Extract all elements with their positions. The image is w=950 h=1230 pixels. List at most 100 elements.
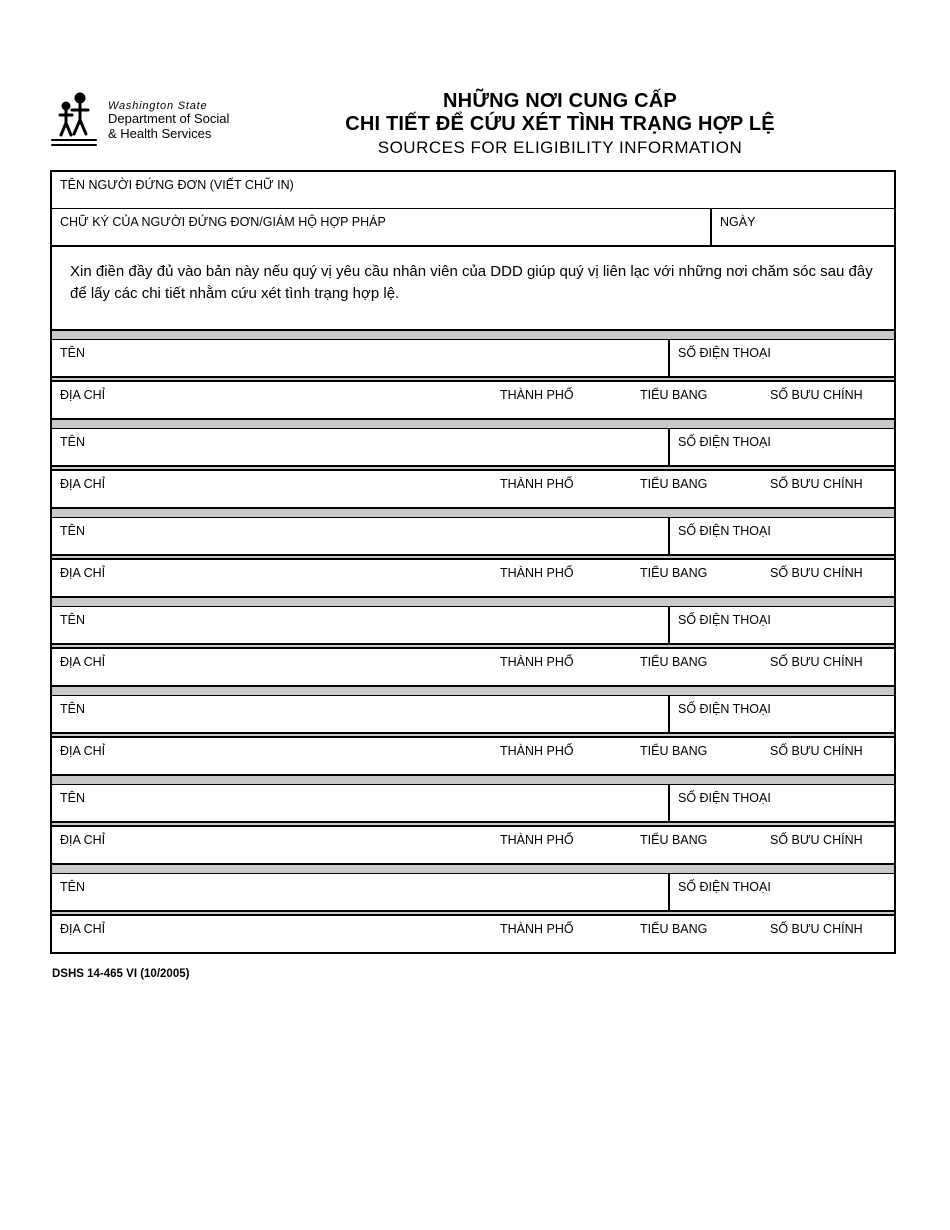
applicant-name-field[interactable]: TÊN NGƯỜI ĐỨNG ĐƠN (VIẾT CHỮ IN) [51, 171, 895, 209]
source-name-field[interactable]: TÊN [51, 607, 669, 644]
source-address-field[interactable]: ĐỊA CHỈTHÀNH PHỐTIỂU BANGSỐ BƯU CHÍNH [51, 737, 895, 775]
source-phone-label: SỐ ĐIỆN THOẠI [678, 346, 771, 360]
source-phone-field[interactable]: SỐ ĐIỆN THOẠI [669, 607, 895, 644]
source-zip-label: SỐ BƯU CHÍNH [770, 566, 886, 580]
source-city-label: THÀNH PHỐ [500, 388, 640, 402]
source-zip-label: SỐ BƯU CHÍNH [770, 922, 886, 936]
form-body: TÊN NGƯỜI ĐỨNG ĐƠN (VIẾT CHỮ IN) CHỮ KÝ … [50, 170, 896, 954]
source-phone-label: SỐ ĐIỆN THOẠI [678, 791, 771, 805]
header: Washington State Department of Social & … [50, 90, 900, 158]
source-name-row: TÊN SỐ ĐIỆN THOẠI [51, 429, 895, 466]
source-name-row: TÊN SỐ ĐIỆN THOẠI [51, 340, 895, 377]
source-address-field[interactable]: ĐỊA CHỈTHÀNH PHỐTIỂU BANGSỐ BƯU CHÍNH [51, 381, 895, 419]
section-separator [51, 775, 895, 785]
source-city-label: THÀNH PHỐ [500, 477, 640, 491]
source-city-label: THÀNH PHỐ [500, 655, 640, 669]
source-name-field[interactable]: TÊN [51, 429, 669, 466]
source-address-label: ĐỊA CHỈ [60, 922, 500, 936]
source-zip-label: SỐ BƯU CHÍNH [770, 744, 886, 758]
agency-logo-block: Washington State Department of Social & … [50, 90, 280, 152]
signature-label: CHỮ KÝ CỦA NGƯỜI ĐỨNG ĐƠN/GIÁM HỘ HỢP PH… [60, 215, 386, 229]
source-name-label: TÊN [60, 702, 85, 716]
section-separator [51, 864, 895, 874]
section-separator [51, 508, 895, 518]
source-address-field[interactable]: ĐỊA CHỈTHÀNH PHỐTIỂU BANGSỐ BƯU CHÍNH [51, 826, 895, 864]
source-name-field[interactable]: TÊN [51, 785, 669, 822]
source-phone-field[interactable]: SỐ ĐIỆN THOẠI [669, 340, 895, 377]
source-address-label: ĐỊA CHỈ [60, 655, 500, 669]
source-zip-label: SỐ BƯU CHÍNH [770, 833, 886, 847]
form-number: DSHS 14-465 VI (10/2005) [52, 968, 900, 980]
source-name-field[interactable]: TÊN [51, 696, 669, 733]
source-name-label: TÊN [60, 346, 85, 360]
source-zip-label: SỐ BƯU CHÍNH [770, 655, 886, 669]
source-address-field[interactable]: ĐỊA CHỈTHÀNH PHỐTIỂU BANGSỐ BƯU CHÍNH [51, 915, 895, 953]
source-phone-label: SỐ ĐIỆN THOẠI [678, 702, 771, 716]
form-title-english: SOURCES FOR ELIGIBILITY INFORMATION [280, 138, 840, 158]
source-name-label: TÊN [60, 435, 85, 449]
instructions-text: Xin điền đầy đủ vào bản này nếu quý vị y… [70, 263, 873, 302]
source-phone-field[interactable]: SỐ ĐIỆN THOẠI [669, 785, 895, 822]
source-state-label: TIỂU BANG [640, 477, 770, 491]
source-name-label: TÊN [60, 791, 85, 805]
source-address-label: ĐỊA CHỈ [60, 744, 500, 758]
source-name-label: TÊN [60, 880, 85, 894]
source-name-row: TÊN SỐ ĐIỆN THOẠI [51, 518, 895, 555]
source-phone-label: SỐ ĐIỆN THOẠI [678, 435, 771, 449]
agency-dept-1: Department of Social [108, 112, 229, 127]
source-state-label: TIỂU BANG [640, 922, 770, 936]
agency-dept-2: & Health Services [108, 127, 229, 142]
section-separator [51, 686, 895, 696]
source-city-label: THÀNH PHỐ [500, 833, 640, 847]
form-page: Washington State Department of Social & … [0, 0, 950, 1030]
source-name-row: TÊN SỐ ĐIỆN THOẠI [51, 607, 895, 644]
form-title-line2: CHI TIẾT ĐỂ CỨU XÉT TÌNH TRẠNG HỢP LỆ [280, 113, 840, 136]
section-separator [51, 330, 895, 340]
source-state-label: TIỂU BANG [640, 566, 770, 580]
source-address-label: ĐỊA CHỈ [60, 833, 500, 847]
dshs-logo-icon [50, 90, 102, 152]
source-name-field[interactable]: TÊN [51, 518, 669, 555]
source-name-row: TÊN SỐ ĐIỆN THOẠI [51, 696, 895, 733]
source-state-label: TIỂU BANG [640, 833, 770, 847]
source-city-label: THÀNH PHỐ [500, 922, 640, 936]
source-address-field[interactable]: ĐỊA CHỈTHÀNH PHỐTIỂU BANGSỐ BƯU CHÍNH [51, 559, 895, 597]
source-zip-label: SỐ BƯU CHÍNH [770, 477, 886, 491]
signature-field[interactable]: CHỮ KÝ CỦA NGƯỜI ĐỨNG ĐƠN/GIÁM HỘ HỢP PH… [51, 209, 711, 246]
source-phone-field[interactable]: SỐ ĐIỆN THOẠI [669, 874, 895, 911]
source-address-field[interactable]: ĐỊA CHỈTHÀNH PHỐTIỂU BANGSỐ BƯU CHÍNH [51, 470, 895, 508]
source-phone-field[interactable]: SỐ ĐIỆN THOẠI [669, 696, 895, 733]
signature-row: CHỮ KÝ CỦA NGƯỜI ĐỨNG ĐƠN/GIÁM HỘ HỢP PH… [51, 209, 895, 246]
source-name-field[interactable]: TÊN [51, 874, 669, 911]
source-address-field[interactable]: ĐỊA CHỈTHÀNH PHỐTIỂU BANGSỐ BƯU CHÍNH [51, 648, 895, 686]
form-title-line1: NHỮNG NƠI CUNG CẤP [280, 90, 840, 113]
source-phone-field[interactable]: SỐ ĐIỆN THOẠI [669, 429, 895, 466]
instructions-cell: Xin điền đầy đủ vào bản này nếu quý vị y… [51, 246, 895, 330]
section-separator [51, 597, 895, 607]
source-phone-label: SỐ ĐIỆN THOẠI [678, 524, 771, 538]
source-name-label: TÊN [60, 524, 85, 538]
applicant-name-label: TÊN NGƯỜI ĐỨNG ĐƠN (VIẾT CHỮ IN) [60, 178, 294, 192]
source-address-label: ĐỊA CHỈ [60, 477, 500, 491]
source-phone-label: SỐ ĐIỆN THOẠI [678, 613, 771, 627]
agency-name: Washington State Department of Social & … [108, 100, 229, 143]
date-field[interactable]: NGÀY [711, 209, 895, 246]
source-state-label: TIỂU BANG [640, 388, 770, 402]
source-name-label: TÊN [60, 613, 85, 627]
source-name-field[interactable]: TÊN [51, 340, 669, 377]
source-name-row: TÊN SỐ ĐIỆN THOẠI [51, 785, 895, 822]
sources-container: TÊNSỐ ĐIỆN THOẠIĐỊA CHỈTHÀNH PHỐTIỂU BAN… [51, 330, 895, 953]
source-address-label: ĐỊA CHỈ [60, 566, 500, 580]
source-city-label: THÀNH PHỐ [500, 566, 640, 580]
source-phone-label: SỐ ĐIỆN THOẠI [678, 880, 771, 894]
source-phone-field[interactable]: SỐ ĐIỆN THOẠI [669, 518, 895, 555]
source-zip-label: SỐ BƯU CHÍNH [770, 388, 886, 402]
source-address-label: ĐỊA CHỈ [60, 388, 500, 402]
source-state-label: TIỂU BANG [640, 744, 770, 758]
date-label: NGÀY [720, 215, 755, 229]
section-separator [51, 419, 895, 429]
source-city-label: THÀNH PHỐ [500, 744, 640, 758]
source-state-label: TIỂU BANG [640, 655, 770, 669]
source-name-row: TÊN SỐ ĐIỆN THOẠI [51, 874, 895, 911]
form-title-block: NHỮNG NƠI CUNG CẤP CHI TIẾT ĐỂ CỨU XÉT T… [280, 90, 900, 158]
